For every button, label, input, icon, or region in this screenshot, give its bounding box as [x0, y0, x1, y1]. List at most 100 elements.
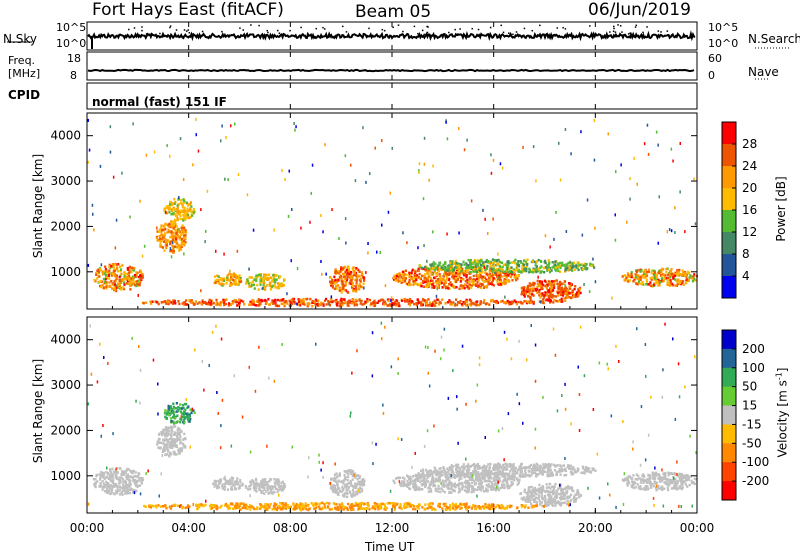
data-cell: [636, 269, 639, 272]
data-cell: [332, 484, 335, 487]
data-cell: [525, 300, 528, 303]
data-cell: [535, 179, 537, 183]
data-cell: [544, 501, 547, 505]
cpid-label: CPID: [8, 88, 41, 102]
data-cell: [525, 292, 528, 296]
data-cell: [167, 208, 170, 211]
data-cell: [529, 287, 532, 291]
data-cell: [629, 197, 631, 201]
data-cell: [155, 236, 158, 240]
data-cell: [115, 477, 119, 480]
data-cell: [592, 264, 595, 267]
data-cell: [476, 488, 479, 491]
data-cell: [174, 445, 177, 448]
data-cell: [168, 222, 171, 226]
data-cell: [506, 299, 509, 303]
data-cell: [459, 300, 462, 303]
data-cell: [462, 301, 465, 304]
data-cell: [457, 484, 460, 488]
data-cell: [472, 470, 475, 473]
data-cell: [107, 274, 110, 277]
data-cell: [422, 482, 425, 485]
data-cell: [490, 267, 494, 270]
data-cell: [481, 475, 484, 478]
data-cell: [411, 269, 414, 273]
data-cell: [130, 471, 133, 474]
noise-search-point: [417, 32, 419, 35]
data-cell: [450, 491, 453, 494]
data-cell: [353, 301, 356, 305]
cpid-text: normal (fast) 151 IF: [92, 95, 227, 109]
data-cell: [651, 276, 654, 280]
data-cell: [104, 268, 107, 271]
data-cell: [269, 284, 272, 287]
data-cell: [181, 228, 184, 231]
data-cell: [115, 485, 118, 488]
data-cell: [261, 484, 264, 487]
data-cell: [435, 477, 438, 480]
colorbar-tick-label: 20: [742, 181, 757, 195]
data-cell: [459, 266, 463, 269]
data-cell: [165, 433, 168, 436]
freq-unit-label: [MHz]: [8, 67, 41, 80]
data-cell: [570, 292, 573, 295]
data-cell: [490, 281, 493, 284]
data-cell: [432, 230, 434, 234]
data-cell: [366, 300, 369, 303]
data-cell: [474, 263, 477, 266]
data-cell: [277, 478, 280, 482]
data-cell: [417, 246, 419, 250]
data-cell: [356, 492, 359, 496]
data-cell: [331, 300, 334, 304]
data-cell: [470, 280, 473, 283]
data-cell: [432, 477, 435, 480]
data-cell: [432, 264, 435, 268]
data-cell: [666, 279, 670, 282]
data-cell: [476, 262, 479, 266]
data-cell: [172, 433, 175, 436]
data-cell: [295, 125, 297, 129]
data-cell: [95, 273, 98, 276]
data-cell: [93, 228, 95, 232]
data-cell: [421, 280, 424, 283]
data-cell: [196, 302, 199, 305]
data-cell: [456, 301, 460, 304]
data-cell: [185, 231, 188, 234]
data-cell: [183, 303, 186, 306]
data-cell: [183, 215, 186, 218]
data-cell: [683, 272, 686, 275]
data-cell: [560, 289, 563, 293]
data-cell: [418, 264, 421, 267]
data-cell: [579, 494, 582, 497]
data-cell: [184, 236, 187, 240]
data-cell: [335, 287, 338, 290]
data-cell: [189, 207, 192, 210]
data-cell: [176, 410, 179, 413]
data-cell: [517, 270, 520, 273]
data-cell: [415, 488, 418, 491]
data-cell: [365, 271, 367, 275]
data-cell: [656, 281, 659, 284]
data-cell: [491, 283, 494, 286]
data-cell: [472, 283, 476, 286]
data-cell: [492, 217, 494, 221]
data-cell: [396, 279, 399, 282]
data-cell: [438, 300, 441, 304]
data-cell: [470, 302, 473, 306]
data-cell: [561, 294, 565, 297]
data-cell: [235, 300, 238, 304]
data-cell: [509, 275, 512, 279]
data-cell: [659, 268, 662, 272]
data-cell: [117, 479, 120, 482]
data-cell: [484, 268, 487, 272]
data-cell: [172, 405, 175, 409]
data-cell: [337, 479, 341, 482]
data-cell: [170, 420, 173, 423]
data-cell: [543, 271, 546, 274]
data-cell: [434, 489, 437, 492]
data-cell: [549, 283, 552, 286]
colorbar-tick-label: 12: [742, 225, 757, 239]
data-cell: [559, 501, 563, 505]
data-cell: [482, 264, 485, 267]
data-cell: [283, 482, 286, 486]
